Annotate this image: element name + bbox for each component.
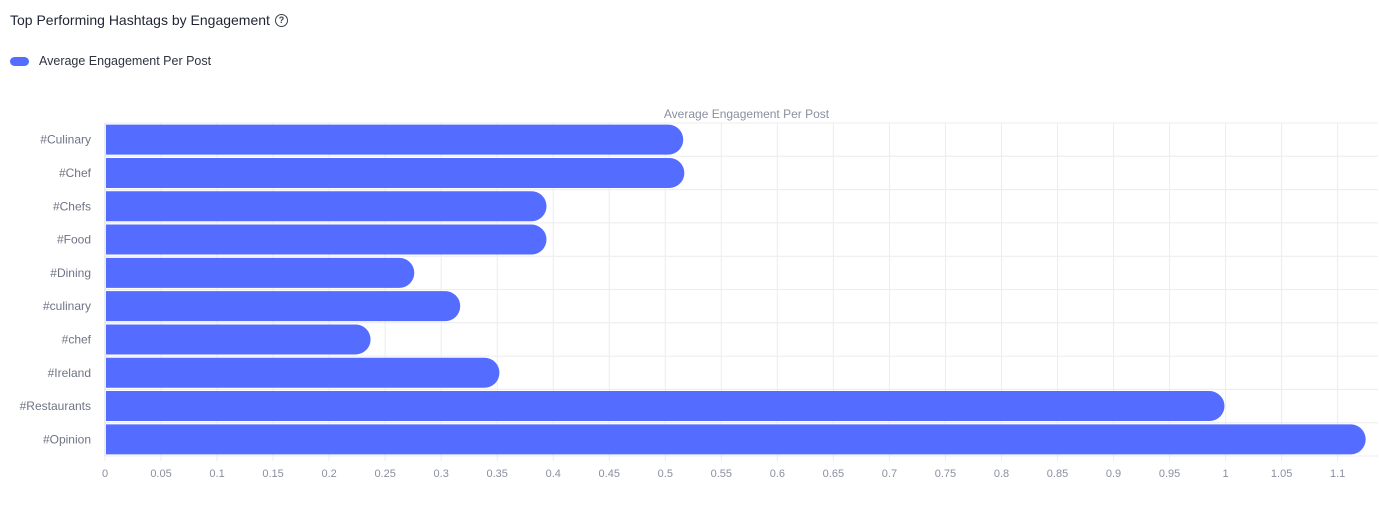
x-tick-label: 0 bbox=[102, 468, 108, 480]
chart-header: Top Performing Hashtags by Engagement ? bbox=[10, 12, 288, 28]
x-tick-label: 0.1 bbox=[209, 468, 224, 480]
x-tick-label: 1.05 bbox=[1271, 468, 1292, 480]
x-tick-label: 0.9 bbox=[1106, 468, 1121, 480]
x-tick-label: 0.5 bbox=[658, 468, 673, 480]
x-tick-label: 0.2 bbox=[321, 468, 336, 480]
x-tick-label: 0.25 bbox=[374, 468, 395, 480]
x-tick-label: 0.95 bbox=[1159, 468, 1180, 480]
x-tick-label: 1 bbox=[1223, 468, 1229, 480]
bar-culinary bbox=[106, 291, 461, 322]
x-tick-label: 0.8 bbox=[994, 468, 1009, 480]
x-tick-label: 0.7 bbox=[882, 468, 897, 480]
category-label: #Food bbox=[57, 233, 91, 247]
bar-chef bbox=[106, 157, 685, 188]
category-label: #Chef bbox=[59, 166, 92, 180]
x-tick-label: 0.35 bbox=[486, 468, 507, 480]
bar-ireland bbox=[106, 357, 500, 388]
x-tick-label: 1.1 bbox=[1330, 468, 1345, 480]
category-label: #Restaurants bbox=[20, 399, 91, 413]
x-tick-label: 0.45 bbox=[599, 468, 620, 480]
category-label: #chef bbox=[62, 332, 92, 346]
x-tick-label: 0.15 bbox=[262, 468, 283, 480]
bar-restaurants bbox=[106, 391, 1225, 422]
x-tick-label: 0.85 bbox=[1047, 468, 1068, 480]
legend[interactable]: Average Engagement Per Post bbox=[10, 54, 211, 68]
bar-opinion bbox=[106, 424, 1366, 455]
category-label: #Chefs bbox=[53, 199, 91, 213]
category-label: #Dining bbox=[50, 266, 91, 280]
category-label: #Opinion bbox=[43, 432, 91, 446]
chart-title: Top Performing Hashtags by Engagement bbox=[10, 12, 270, 28]
legend-swatch bbox=[10, 56, 29, 66]
bar-dining bbox=[106, 257, 415, 288]
x-tick-label: 0.55 bbox=[711, 468, 732, 480]
bar-chefs bbox=[106, 191, 547, 222]
bar-food bbox=[106, 224, 547, 255]
category-label: #culinary bbox=[43, 299, 91, 313]
x-tick-label: 0.65 bbox=[823, 468, 844, 480]
category-label: #Culinary bbox=[40, 133, 91, 147]
chart-inner-title: Average Engagement Per Post bbox=[664, 107, 830, 121]
x-tick-label: 0.05 bbox=[150, 468, 171, 480]
category-label: #Ireland bbox=[48, 366, 91, 380]
legend-label: Average Engagement Per Post bbox=[39, 54, 212, 68]
bar-culinary bbox=[106, 124, 684, 155]
x-tick-label: 0.3 bbox=[434, 468, 449, 480]
bar-chef bbox=[106, 324, 371, 355]
x-tick-label: 0.75 bbox=[935, 468, 956, 480]
question-circle-icon[interactable]: ? bbox=[274, 13, 288, 27]
x-tick-label: 0.4 bbox=[546, 468, 561, 480]
x-tick-label: 0.6 bbox=[770, 468, 785, 480]
